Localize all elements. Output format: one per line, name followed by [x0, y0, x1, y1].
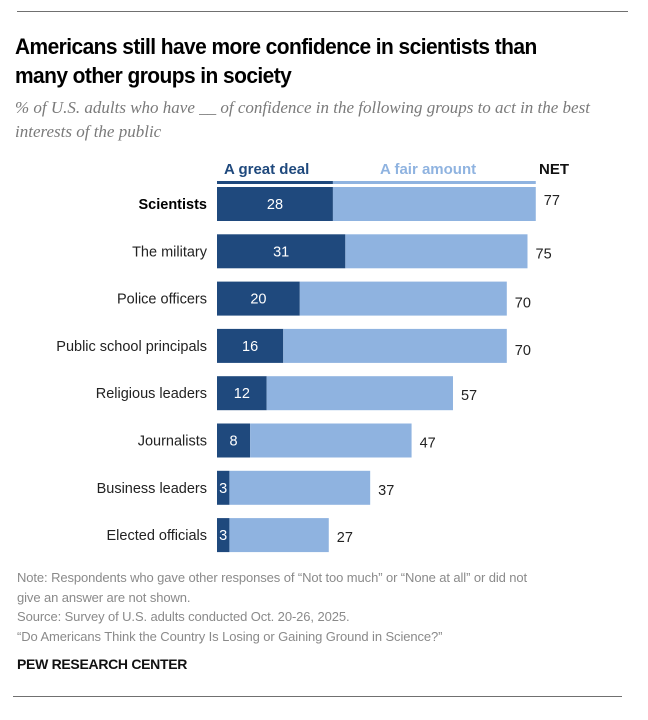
bar-fair-amount — [345, 234, 528, 269]
net-value-label: 70 — [515, 343, 531, 359]
bar-fair-amount — [229, 470, 371, 505]
bar-great-deal — [217, 187, 333, 221]
bar-great-deal — [217, 234, 346, 269]
net-value-label: 47 — [420, 436, 436, 452]
bar-fair-amount — [250, 423, 412, 458]
net-value-label: 70 — [515, 296, 531, 312]
bar-fair-amount — [299, 281, 507, 316]
legend-great-deal: A great deal — [224, 161, 310, 178]
bar-great-deal-label: 16 — [242, 339, 258, 355]
bar-great-deal-label: 3 — [219, 528, 227, 544]
bar-fair-amount — [266, 376, 453, 411]
bar-great-deal-label: 28 — [267, 197, 283, 213]
top-rule — [17, 11, 628, 12]
report-title-line: “Do Americans Think the Country Is Losin… — [17, 628, 443, 644]
bottom-rule — [13, 696, 622, 697]
category-label: Police officers — [117, 292, 207, 308]
legend-underline-fair-amount — [332, 181, 536, 184]
bar-great-deal — [217, 376, 267, 411]
net-value-label: 37 — [378, 483, 394, 499]
legend-fair-amount: A fair amount — [380, 161, 477, 178]
bar-great-deal — [217, 518, 230, 553]
bar-great-deal-label: 8 — [230, 434, 238, 450]
bar-great-deal — [217, 470, 230, 505]
category-label: Religious leaders — [96, 386, 207, 402]
legend-underline-great-deal — [217, 181, 333, 184]
category-label: Elected officials — [107, 528, 207, 544]
bar-great-deal — [217, 281, 300, 316]
pew-research-center-logo: PEW RESEARCH CENTER — [17, 656, 188, 672]
bar-great-deal-label: 12 — [234, 386, 250, 402]
note-line-1: Note: Respondents who gave other respons… — [17, 570, 528, 585]
bar-great-deal-label: 20 — [250, 292, 266, 308]
bar-great-deal-label: 3 — [219, 481, 227, 497]
category-label: Journalists — [138, 434, 207, 450]
source-line: Source: Survey of U.S. adults conducted … — [17, 609, 350, 624]
note-line-2: give an answer are not shown. — [17, 589, 191, 605]
bar-great-deal — [217, 328, 284, 363]
category-label: Business leaders — [97, 481, 207, 497]
bar-great-deal — [217, 423, 251, 458]
net-value-label: 57 — [461, 388, 477, 404]
category-label: Scientists — [139, 197, 208, 213]
footer-notes: Note: Respondents who gave other respons… — [17, 568, 637, 646]
net-value-label: 77 — [544, 193, 560, 209]
chart-title: Americans still have more confidence in … — [15, 34, 537, 88]
category-label: Public school principals — [56, 339, 207, 355]
net-value-label: 27 — [337, 530, 353, 546]
bar-great-deal-label: 31 — [273, 244, 289, 260]
legend-net: NET — [539, 161, 569, 178]
category-label: The military — [132, 244, 208, 260]
net-value-label: 75 — [536, 246, 552, 262]
bar-fair-amount — [229, 518, 329, 553]
chart-subtitle: % of U.S. adults who have __ of confiden… — [15, 98, 590, 141]
bar-fair-amount — [283, 328, 507, 363]
bar-fair-amount — [332, 187, 536, 221]
